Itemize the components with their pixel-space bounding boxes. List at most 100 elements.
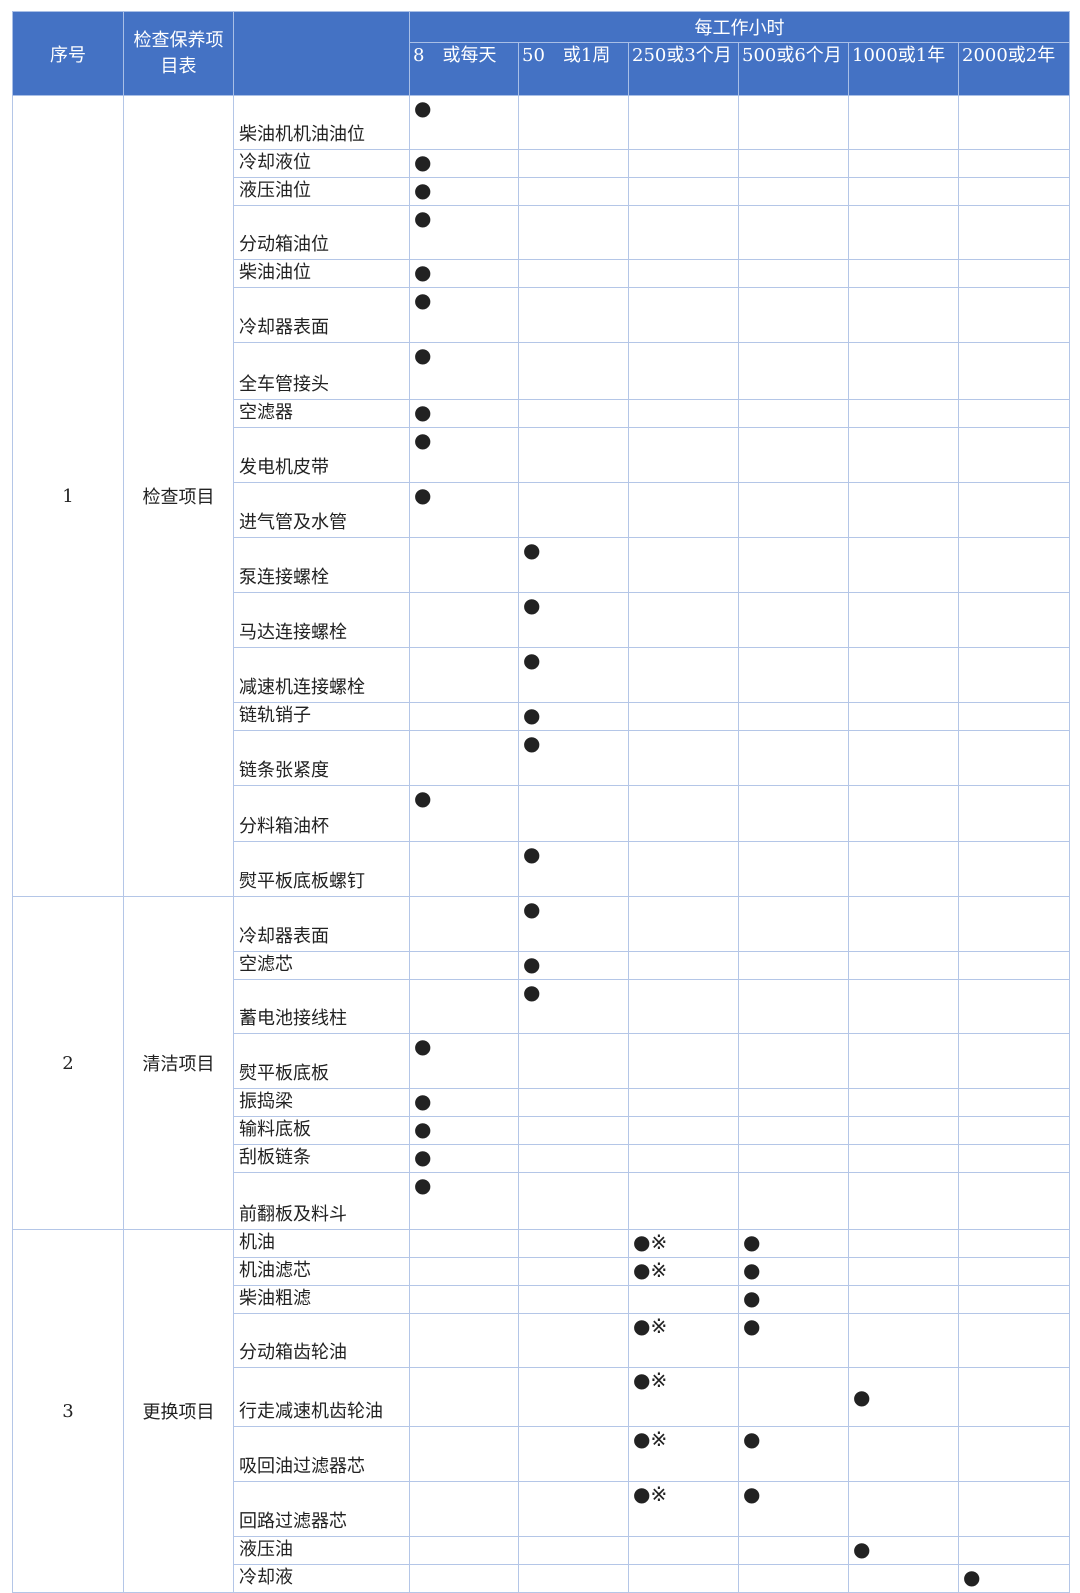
item-name: 刮板链条 [233,1144,410,1173]
interval-mark: ● [738,1257,849,1286]
interval-mark: ● [518,951,629,980]
item-name: 泵连接螺栓 [233,537,410,593]
interval-mark [957,1536,1071,1565]
interval-mark [409,1426,519,1482]
interval-mark [738,537,849,593]
interval-mark: ● [409,95,519,150]
interval-mark [848,647,959,703]
interval-mark [957,287,1071,343]
interval-mark [518,1367,629,1427]
interval-mark [738,951,849,980]
interval-mark [518,427,629,483]
interval-mark [628,287,739,343]
header-interval: 50 或1周 [518,42,629,96]
interval-mark [518,1426,629,1482]
table-row: 液压油位 ● [13,177,1071,206]
table-row: 全车管接头 ● [13,342,1071,400]
interval-mark [518,259,629,288]
interval-mark [957,1172,1071,1230]
interval-mark [848,482,959,538]
interval-mark [628,342,739,400]
interval-mark [409,702,519,731]
interval-mark [957,841,1071,897]
interval-mark [738,1116,849,1145]
interval-mark [848,1481,959,1537]
table-row: 振捣梁 ● [13,1088,1071,1117]
interval-mark [518,149,629,178]
interval-mark [628,1088,739,1117]
interval-mark [628,647,739,703]
interval-mark: ● [409,1172,519,1230]
interval-mark [848,95,959,150]
interval-mark [628,537,739,593]
interval-mark [628,1536,739,1565]
table-row: 分料箱油杯 ● [13,785,1071,842]
interval-mark [409,647,519,703]
group-name: 检查项目 [123,95,234,897]
interval-mark [738,1172,849,1230]
interval-mark [738,259,849,288]
table-row: 输料底板 ● [13,1116,1071,1145]
interval-mark [518,1257,629,1286]
table-row: 刮板链条 ● [13,1144,1071,1173]
interval-mark [957,730,1071,786]
interval-mark: ● [409,205,519,260]
item-name: 减速机连接螺栓 [233,647,410,703]
interval-mark [628,1564,739,1593]
interval-mark [957,482,1071,538]
interval-mark [848,1172,959,1230]
interval-mark [628,896,739,952]
interval-mark [738,730,849,786]
interval-mark [628,177,739,206]
header-seq: 序号 [12,11,124,96]
interval-mark [957,1257,1071,1286]
interval-mark [409,1229,519,1258]
maintenance-table: 序号 检查保养项目表 每工作小时 8 或每天 50 或1周 250或3个月 500或6… [12,11,1071,1593]
interval-mark [518,1033,629,1089]
interval-mark [957,342,1071,400]
table-row: 冷却液位 ● [13,149,1071,178]
interval-mark [409,1536,519,1565]
interval-mark [409,592,519,648]
interval-mark [628,399,739,428]
interval-mark [738,482,849,538]
interval-mark [957,1116,1071,1145]
interval-mark: ● [518,896,629,952]
item-name: 熨平板底板螺钉 [233,841,410,897]
interval-mark [957,1367,1071,1427]
interval-mark [957,399,1071,428]
interval-mark [848,1426,959,1482]
interval-mark [738,205,849,260]
interval-mark [409,1285,519,1314]
interval-mark [848,1229,959,1258]
interval-mark [848,979,959,1034]
interval-mark [738,177,849,206]
table-row: 分动箱油位 ● [13,205,1071,260]
interval-mark: ● [738,1285,849,1314]
interval-mark: ● [738,1481,849,1537]
interval-mark [848,1313,959,1368]
header-interval: 250或3个月 [628,42,739,96]
interval-mark [738,427,849,483]
interval-mark [848,1116,959,1145]
interval-mark [957,647,1071,703]
interval-mark [628,592,739,648]
header-interval: 500或6个月 [738,42,849,96]
interval-mark: ●※ [628,1229,739,1258]
interval-mark [628,205,739,260]
interval-mark: ● [848,1367,959,1427]
interval-mark: ● [409,342,519,400]
interval-mark [738,399,849,428]
interval-mark [848,951,959,980]
item-name: 分动箱油位 [233,205,410,260]
item-name: 冷却液 [233,1564,410,1593]
interval-mark [409,537,519,593]
interval-mark [738,1564,849,1593]
interval-mark [738,1536,849,1565]
interval-mark: ● [409,399,519,428]
group-seq: 3 [12,1229,124,1593]
interval-mark [848,342,959,400]
table-row: 前翻板及料斗 ● [13,1172,1071,1230]
interval-mark [518,1144,629,1173]
interval-mark [957,1426,1071,1482]
